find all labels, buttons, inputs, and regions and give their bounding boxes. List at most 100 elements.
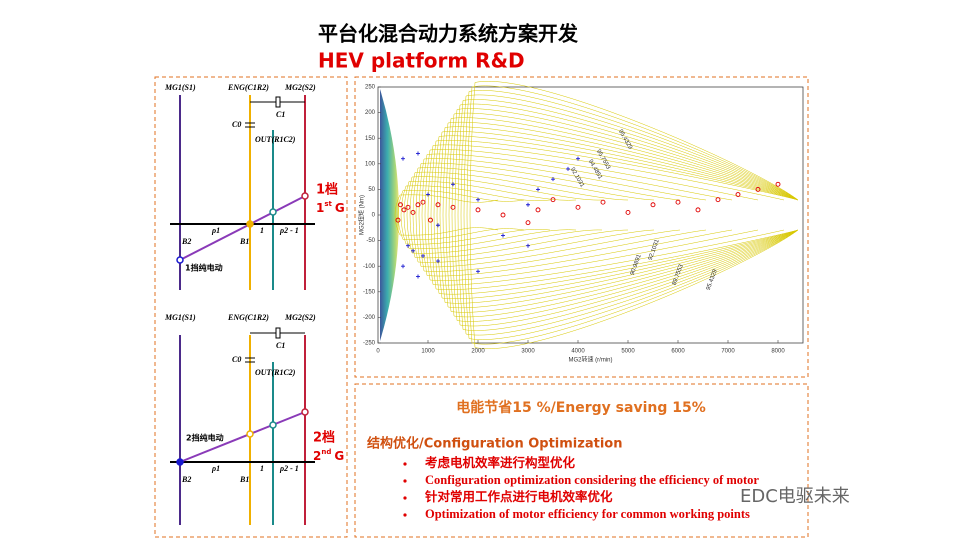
point [715, 197, 721, 203]
contour [397, 190, 525, 240]
point [406, 243, 410, 248]
point [421, 253, 425, 258]
contour [430, 140, 799, 290]
point [600, 199, 606, 205]
point [650, 202, 656, 208]
point [416, 151, 420, 156]
point [416, 274, 420, 279]
mg2-label: MG2(S2) [284, 83, 316, 92]
contour [412, 167, 655, 263]
x-tick-label: 2000 [471, 349, 485, 355]
node [246, 430, 254, 438]
rho2-label: ρ2 - 1 [279, 226, 299, 235]
mg1-label: MG1(S1) [164, 313, 196, 322]
contour [424, 149, 759, 281]
contour [457, 99, 799, 331]
contour [403, 180, 577, 250]
b1-label: B1 [239, 237, 249, 246]
mode-label: 2挡纯电动 [186, 433, 224, 443]
point [625, 209, 631, 215]
point [695, 207, 701, 213]
point [526, 202, 530, 207]
y-tick-label: -150 [363, 289, 376, 295]
point [550, 197, 556, 203]
energy-saving: 电能节省15 %/Energy saving 15% [456, 399, 706, 416]
rho1-label: ρ1 [211, 464, 220, 473]
gear-en: 1st G [316, 200, 345, 215]
x-tick-label: 7000 [721, 349, 735, 355]
x-tick-label: 4000 [571, 349, 585, 355]
point [536, 187, 540, 192]
bullet-dot [403, 462, 407, 466]
y-tick-label: 50 [368, 187, 375, 193]
contour [418, 158, 707, 272]
node [301, 192, 309, 200]
bullet-text: 考虑电机效率进行构型优化 [425, 455, 576, 470]
bullet-text: 针对常用工作点进行电机效率优化 [425, 489, 613, 504]
point [405, 204, 411, 210]
point [755, 186, 761, 192]
node [176, 458, 184, 466]
point [420, 199, 426, 205]
point [501, 233, 505, 238]
c0-label: C0 [232, 120, 241, 129]
gear-num: 2 [313, 449, 321, 463]
x-tick-label: 3000 [521, 349, 535, 355]
bullet-dot [403, 496, 407, 500]
b2-label: B2 [181, 475, 191, 484]
gear-g: G [335, 201, 345, 215]
point [775, 181, 781, 187]
point [401, 156, 405, 161]
point [410, 209, 416, 215]
contour [439, 126, 799, 304]
point [435, 202, 441, 208]
low-speed-band [380, 89, 399, 341]
x-tick-label: 8000 [771, 349, 785, 355]
point [426, 192, 430, 197]
contour [415, 162, 681, 268]
x-tick-label: 5000 [621, 349, 635, 355]
mg1-label: MG1(S1) [164, 83, 196, 92]
point [566, 166, 570, 171]
point [450, 204, 456, 210]
clutch [275, 327, 281, 339]
x-tick-label: 6000 [671, 349, 685, 355]
point [525, 220, 531, 226]
point [398, 202, 403, 208]
point [500, 212, 506, 218]
contour [463, 90, 799, 340]
out-label: OUT(R1C2) [255, 135, 296, 144]
mode-label: 1挡纯电动 [185, 263, 223, 273]
point [535, 207, 541, 213]
gear-label: 1档 [316, 182, 338, 198]
contour [436, 131, 799, 299]
chart-box [354, 76, 809, 378]
title: 平台化混合动力系统方案开发 [318, 22, 579, 46]
node [269, 208, 277, 216]
y-tick-label: -50 [366, 238, 375, 244]
lever [179, 195, 306, 261]
x-tick-label: 1000 [421, 349, 435, 355]
y-axis-label: MG2扭矩 (Nm) [358, 195, 366, 235]
text-box [354, 383, 809, 538]
contour [454, 103, 799, 327]
point [675, 199, 681, 205]
bullet-dot [403, 479, 407, 483]
x-tick-label: 0 [376, 349, 380, 355]
y-tick-label: 150 [365, 136, 376, 142]
point [415, 202, 421, 208]
point [735, 192, 741, 197]
point [575, 204, 581, 210]
left-box [154, 76, 348, 538]
node [269, 421, 277, 429]
section-title: 结构优化/Configuration Optimization [367, 436, 622, 452]
y-tick-label: 100 [365, 161, 376, 167]
bullet-text: Configuration optimization considering t… [425, 473, 759, 487]
point [526, 243, 530, 248]
one-label: 1 [260, 226, 264, 235]
x-axis-label: MG2转速 (r/min) [569, 356, 613, 364]
gear-en: 2nd G [313, 448, 344, 463]
out-label: OUT(R1C2) [255, 368, 296, 377]
rho2-label: ρ2 - 1 [279, 464, 299, 473]
